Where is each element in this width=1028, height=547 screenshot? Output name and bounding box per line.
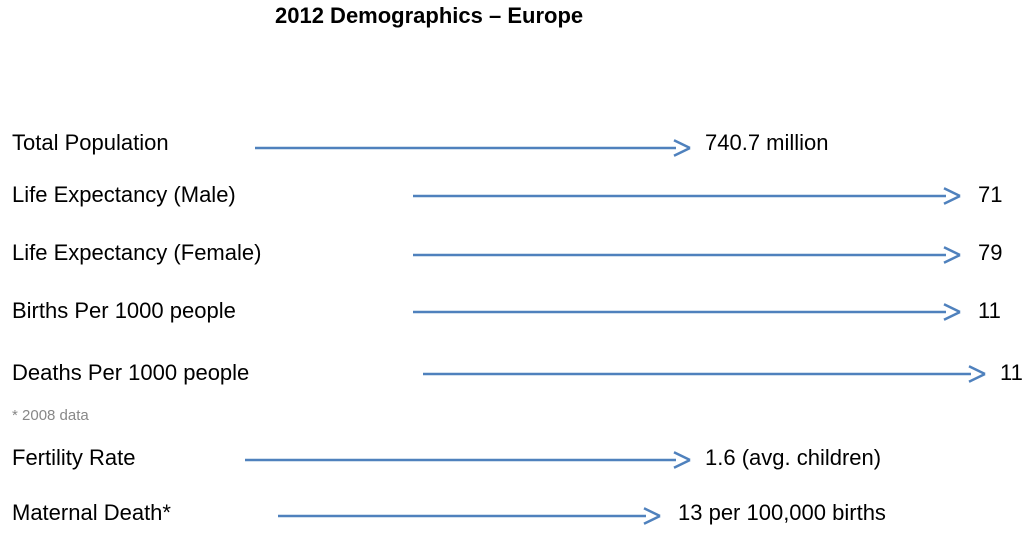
arrow-icon [413, 243, 964, 267]
arrow-icon [423, 362, 989, 386]
arrow-icon [245, 448, 694, 472]
row-value: 11 [978, 298, 1001, 324]
row-value: 13 per 100,000 births [678, 500, 886, 526]
row-label: Deaths Per 1000 people [12, 360, 249, 386]
arrow-icon [255, 136, 694, 160]
chart-title: 2012 Demographics – Europe [275, 3, 583, 29]
arrow-icon [413, 184, 964, 208]
row-label: Births Per 1000 people [12, 298, 236, 324]
row-label: Maternal Death* [12, 500, 171, 526]
arrow-icon [413, 300, 964, 324]
row-label: Life Expectancy (Female) [12, 240, 261, 266]
row-value: 11 [1000, 360, 1023, 386]
row-label: Total Population [12, 130, 169, 156]
footnote: * 2008 data [12, 407, 89, 424]
row-label: Life Expectancy (Male) [12, 182, 236, 208]
row-value: 71 [978, 182, 1002, 208]
row-value: 79 [978, 240, 1002, 266]
row-label: Fertility Rate [12, 445, 135, 471]
row-value: 1.6 (avg. children) [705, 445, 881, 471]
row-value: 740.7 million [705, 130, 829, 156]
arrow-icon [278, 504, 664, 528]
